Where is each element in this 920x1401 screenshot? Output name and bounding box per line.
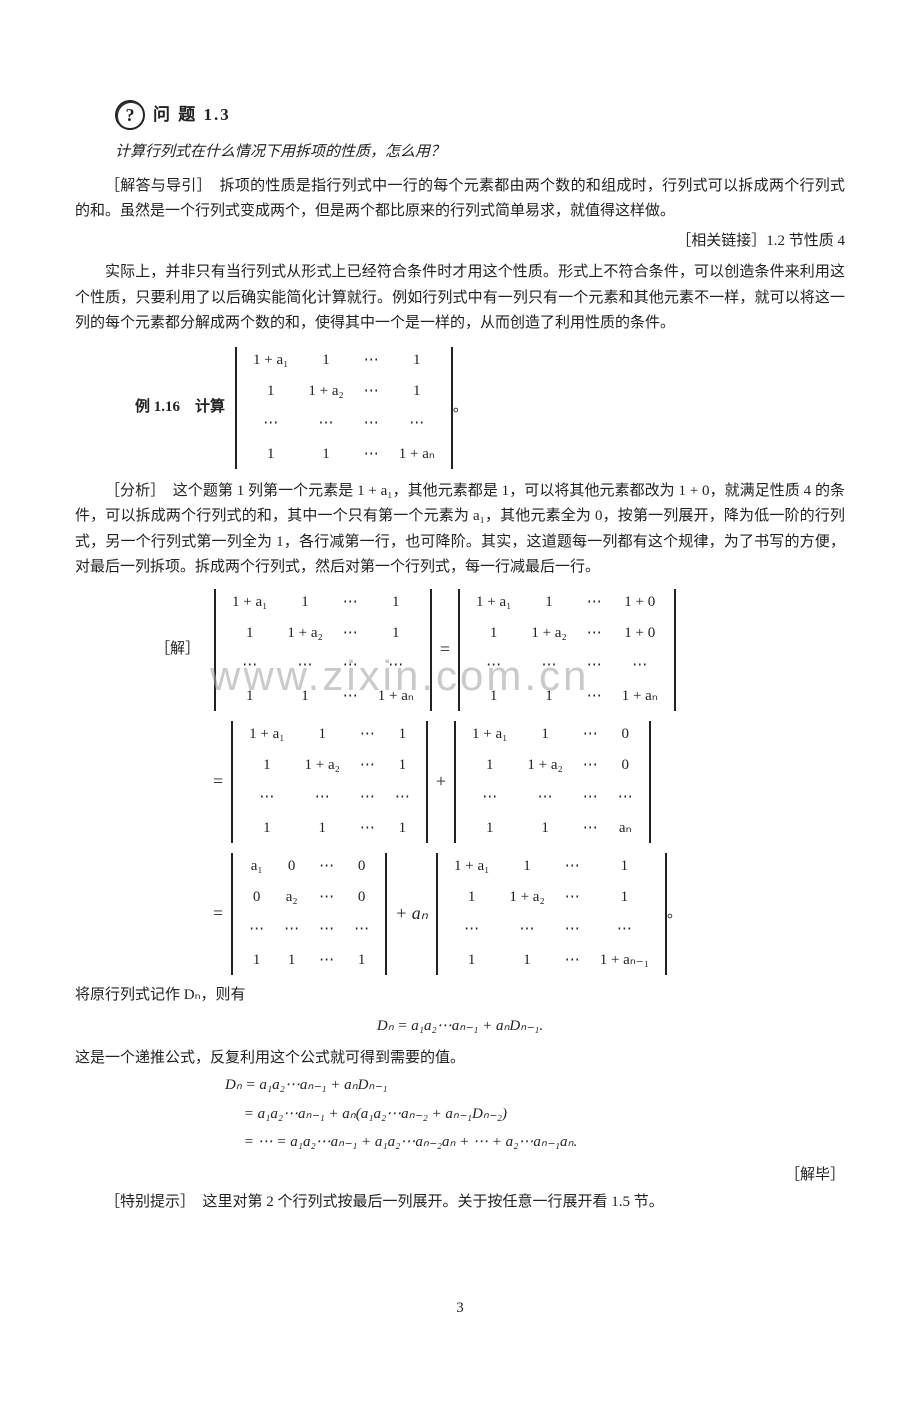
question-title: 问 题 1.3 [153,101,231,130]
recursion-text: 这是一个递推公式，反复利用这个公式就可得到需要的值。 [75,1046,845,1072]
example-row: 例 1.16 计算 1 + a₁1⋯111 + a₂⋯1⋯⋯⋯⋯11⋯1 + a… [135,345,845,471]
solution-label: ［解］ [155,637,200,663]
analysis: ［分析］ 这个题第 1 列第一个元素是 1 + a₁，其他元素都是 1，可以将其… [75,479,845,581]
question-mark-icon: ? [115,100,145,130]
equals-op: = [213,766,223,797]
tip-text: 这里对第 2 个行列式按最后一列展开。关于按任意一行展开看 1.5 节。 [188,1194,664,1210]
example-period: 。 [453,395,468,421]
deriv-line-1: Dₙ = a₁a₂⋯aₙ₋₁ + aₙDₙ₋₁ [225,1071,845,1100]
paragraph-2: 实际上，并非只有当行列式从形式上已经符合条件时才用这个性质。形式上不符合条件，可… [75,260,845,337]
answer-intro: ［解答与导引］ 拆项的性质是指行列式中一行的每个元素都由两个数的和组成时，行列式… [75,174,845,225]
equals-op: = [213,898,223,929]
step3-period: 。 [667,901,682,927]
analysis-text: 这个题第 1 列第一个元素是 1 + a₁，其他元素都是 1，可以将其他元素都改… [75,483,845,576]
special-tip: ［特别提示］ 这里对第 2 个行列式按最后一列展开。关于按任意一行展开看 1.5… [75,1190,845,1216]
equals-op: = [440,634,450,665]
step3-coef: + aₙ [395,898,428,929]
end-mark: ［解毕］ [75,1163,845,1189]
question-header: ? 问 题 1.3 [115,100,845,130]
page-content: ? 问 题 1.3 计算行列式在什么情况下用拆项的性质，怎么用？ ［解答与导引］… [0,0,920,1401]
deriv-line-2: = a₁a₂⋯aₙ₋₁ + aₙ(a₁a₂⋯aₙ₋₂ + aₙ₋₁Dₙ₋₂) [225,1100,845,1129]
question-text: 计算行列式在什么情况下用拆项的性质，怎么用？ [115,140,845,166]
example-label: 例 1.16 计算 [135,395,225,421]
solution-line-1: ［解］ 1 + a₁1⋯111 + a₂⋯1⋯⋯⋯⋯11⋯1 + aₙ = 1 … [155,587,845,713]
det-sol-lhs: 1 + a₁1⋯111 + a₂⋯1⋯⋯⋯⋯11⋯1 + aₙ [214,587,432,713]
note-dn: 将原行列式记作 Dₙ，则有 [75,983,845,1009]
det-step2-a: 1 + a₁1⋯111 + a₂⋯1⋯⋯⋯⋯11⋯1 [231,719,428,845]
derivation-block: Dₙ = a₁a₂⋯aₙ₋₁ + aₙDₙ₋₁ = a₁a₂⋯aₙ₋₁ + aₙ… [225,1071,845,1157]
determinant-main: 1 + a₁1⋯111 + a₂⋯1⋯⋯⋯⋯11⋯1 + aₙ [235,345,453,471]
det-sol-rhs1: 1 + a₁1⋯1 + 011 + a₂⋯1 + 0⋯⋯⋯⋯11⋯1 + aₙ [458,587,676,713]
solution-line-2: = 1 + a₁1⋯111 + a₂⋯1⋯⋯⋯⋯11⋯1 + 1 + a₁1⋯0… [205,719,845,845]
det-step3-a: a₁0⋯00a₂⋯0⋯⋯⋯⋯11⋯1 [231,851,387,977]
det-step2-b: 1 + a₁1⋯011 + a₂⋯0⋯⋯⋯⋯11⋯aₙ [454,719,651,845]
deriv-line-3: = ⋯ = a₁a₂⋯aₙ₋₁ + a₁a₂⋯aₙ₋₂aₙ + ⋯ + a₂⋯a… [225,1128,845,1157]
det-step3-b: 1 + a₁1⋯111 + a₂⋯1⋯⋯⋯⋯11⋯1 + aₙ₋₁ [436,851,667,977]
plus-op: + [436,766,446,797]
tip-label: ［特别提示］ [105,1194,188,1210]
analysis-label: ［分析］ [105,483,158,499]
recursion-equation: Dₙ = a₁a₂⋯aₙ₋₁ + aₙDₙ₋₁. [75,1014,845,1040]
solution-line-3: = a₁0⋯00a₂⋯0⋯⋯⋯⋯11⋯1 + aₙ 1 + a₁1⋯111 + … [205,851,845,977]
answer-intro-label: ［解答与导引］ [105,178,204,194]
page-number: 3 [75,1296,845,1322]
reference-link: ［相关链接］1.2 节性质 4 [75,229,845,255]
